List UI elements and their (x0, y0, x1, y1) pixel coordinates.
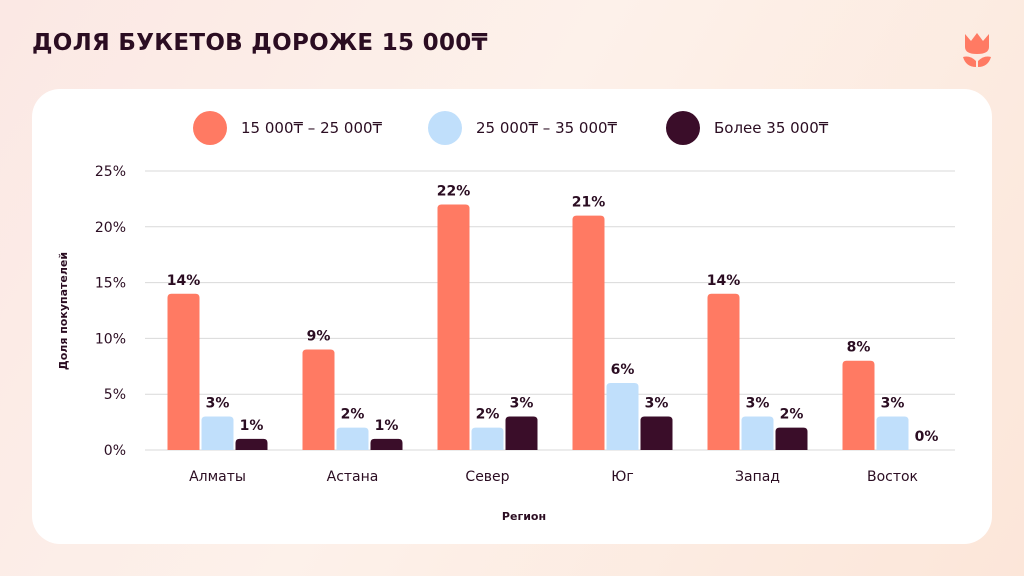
bar-1-2 (302, 349, 335, 450)
data-label: 2% (476, 407, 500, 423)
data-label: 1% (240, 418, 264, 434)
data-labels: 14% 3% 1% 9% 2% 1% 22% 2% 3% 21% 6% 3% 14% 3% 2% 8% 3% 0% (167, 183, 939, 445)
y-tick-label: 15% (95, 276, 126, 292)
bar-1-4 (572, 215, 605, 450)
bar-3-2 (370, 438, 403, 450)
bar-2-3 (471, 427, 504, 450)
chart-legend: 15 000₸ – 25 000₸ 25 000₸ – 35 000₸ Боле… (0, 108, 1024, 148)
bar-3-1 (235, 438, 268, 450)
legend-item-series-3: Более 35 000₸ (666, 108, 828, 148)
bar-3-5 (775, 427, 808, 450)
data-label: 2% (780, 407, 804, 423)
bar-2-5 (741, 416, 774, 450)
data-label: 1% (375, 418, 399, 434)
bar-2-1 (201, 416, 234, 450)
legend-label-series-1: 15 000₸ – 25 000₸ (241, 119, 383, 137)
legend-swatch-series-1 (193, 111, 227, 145)
data-label: 9% (307, 329, 331, 345)
x-category-label: Юг (611, 469, 633, 485)
bar-2-4 (606, 383, 639, 450)
data-label: 3% (881, 396, 905, 412)
y-tick-label: 0% (104, 443, 126, 459)
y-tick-label: 20% (95, 220, 126, 236)
y-tick-label: 25% (95, 164, 126, 180)
bar-1-1 (167, 293, 200, 450)
bar-1-5 (707, 293, 740, 450)
x-category-label: Запад (735, 469, 780, 485)
legend-label-series-2: 25 000₸ – 35 000₸ (476, 119, 618, 137)
bar-1-3 (437, 204, 470, 450)
data-label: 22% (437, 183, 471, 199)
data-label: 21% (572, 195, 606, 211)
data-label: 0% (915, 429, 939, 445)
legend-swatch-series-2 (428, 111, 462, 145)
data-label: 3% (746, 396, 770, 412)
x-axis-categories: Алматы Астана Север Юг Запад Восток (189, 469, 918, 485)
y-tick-label: 5% (104, 387, 126, 403)
x-category-label: Север (465, 469, 509, 485)
x-axis-title: Регион (502, 510, 546, 523)
y-axis-title: Доля покупателей (57, 252, 70, 370)
grid-lines (145, 170, 955, 451)
data-label: 3% (645, 396, 669, 412)
tulip-icon (963, 33, 991, 67)
legend-item-series-1: 15 000₸ – 25 000₸ (193, 108, 382, 148)
y-axis-ticks: 0% 5% 10% 15% 20% 25% (95, 164, 126, 459)
data-label: 2% (341, 407, 365, 423)
data-label: 14% (707, 273, 741, 289)
data-label: 3% (206, 396, 230, 412)
bar-2-6 (876, 416, 909, 450)
legend-item-series-2: 25 000₸ – 35 000₸ (428, 108, 617, 148)
bar-1-6 (842, 360, 875, 450)
legend-swatch-series-3 (666, 111, 700, 145)
bar-3-4 (640, 416, 673, 450)
data-label: 6% (611, 362, 635, 378)
bar-2-2 (336, 427, 369, 450)
legend-label-series-3: Более 35 000₸ (714, 119, 829, 137)
data-label: 8% (847, 340, 871, 356)
data-label: 3% (510, 396, 534, 412)
page-title: ДОЛЯ БУКЕТОВ ДОРОЖЕ 15 000₸ (32, 30, 488, 56)
data-label: 14% (167, 273, 201, 289)
x-category-label: Восток (867, 469, 918, 485)
y-tick-label: 10% (95, 331, 126, 347)
x-category-label: Алматы (189, 469, 246, 485)
bar-3-3 (505, 416, 538, 450)
bars (167, 204, 909, 450)
x-category-label: Астана (327, 469, 379, 485)
